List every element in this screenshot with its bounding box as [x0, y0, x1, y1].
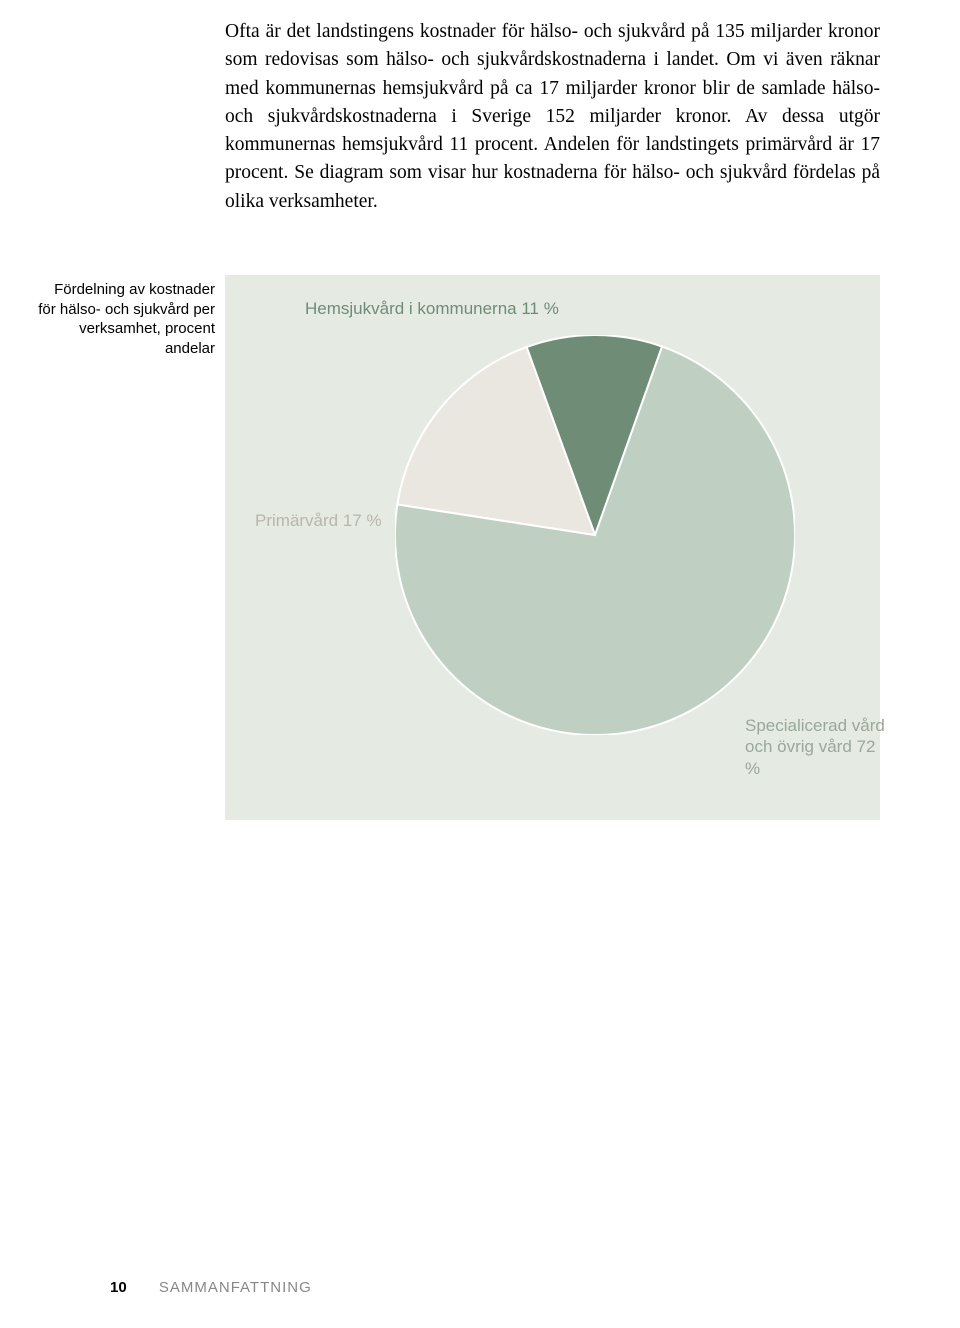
body-paragraph: Ofta är det landstingens kostnader för h… [225, 18, 880, 216]
caption-line-2: för hälso- och sjukvård per [38, 301, 215, 318]
caption-line-1: Fördelning av kostnader [54, 281, 215, 298]
chart-caption: Fördelning av kostnader för hälso- och s… [30, 280, 215, 358]
slice-label-primarvard: Primärvård 17 % [255, 510, 382, 531]
slice-label-specialicerad: Specialicerad vård och övrig vård 72 % [745, 715, 895, 779]
page-number: 10 [110, 1279, 127, 1296]
pie-chart [395, 335, 795, 735]
section-name: SAMMANFATTNING [159, 1279, 312, 1296]
slice-label-spec-l1: Specialicerad vård [745, 716, 885, 735]
slice-label-hemsjukvard: Hemsjukvård i kommunerna 11 % [305, 298, 559, 319]
page-footer: 10 SAMMANFATTNING [110, 1279, 312, 1296]
pie-chart-container: Hemsjukvård i kommunerna 11 % Primärvård… [225, 275, 880, 820]
caption-line-3: verksamhet, procent andelar [79, 320, 215, 357]
slice-label-spec-l2: och övrig vård 72 % [745, 737, 875, 777]
